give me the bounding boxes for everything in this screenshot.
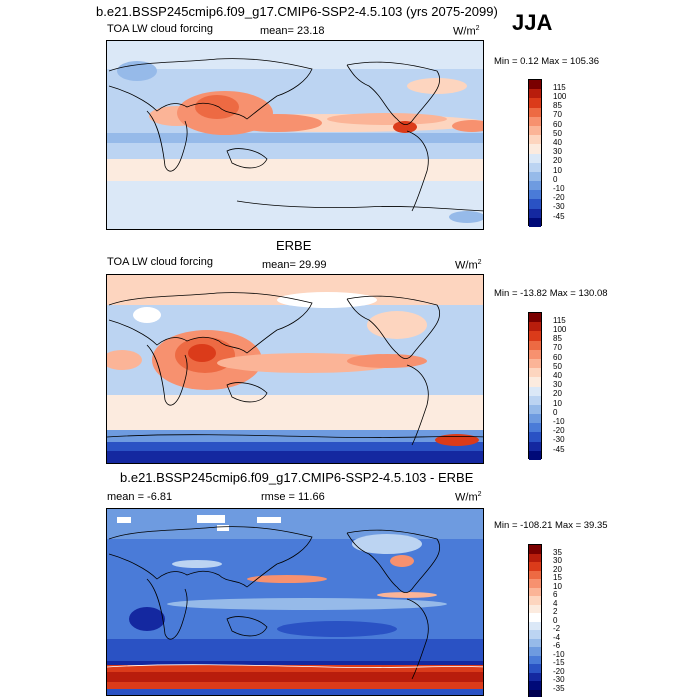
panel2-colorbar-tick: -20: [553, 426, 565, 435]
panel1-units: W/m2: [453, 25, 480, 38]
panel3-colorbar-tick: 10: [553, 582, 562, 591]
panel3-colorbar-tick: -4: [553, 633, 561, 642]
panel2-colorbar-tick: 60: [553, 353, 562, 362]
panel3-rmse-label: rmse = 11.66: [261, 491, 325, 503]
panel2-colorbar-tick: 85: [553, 334, 562, 343]
panel1-mean-label: mean= 23.18: [260, 25, 325, 37]
panel1-colorbar-tick: -45: [553, 212, 565, 221]
panel2-units: W/m2: [455, 259, 482, 272]
panel2-colorbar-tick: 10: [553, 399, 562, 408]
panel1-colorbar-tick: 50: [553, 129, 562, 138]
panel2-colorbar: [528, 312, 542, 460]
panel2-min-max: Min = -13.82 Max = 130.08: [494, 288, 608, 299]
panel3-colorbar-tick: 4: [553, 599, 558, 608]
panel3-min-max: Min = -108.21 Max = 39.35: [494, 520, 608, 531]
panel2-map: [106, 274, 484, 464]
panel3-colorbar-tick: -10: [553, 650, 565, 659]
panel3-colorbar-tick: 6: [553, 590, 558, 599]
panel3-colorbar-tick: -15: [553, 658, 565, 667]
panel3-colorbar-tick: 15: [553, 573, 562, 582]
panel1-variable-label: TOA LW cloud forcing: [107, 23, 213, 35]
panel2-title: ERBE: [276, 238, 312, 253]
panel1-map: [106, 40, 484, 230]
page-title: b.e21.BSSP245cmip6.f09_g17.CMIP6-SSP2-4.…: [96, 4, 498, 19]
panel1-colorbar-tick: 20: [553, 156, 562, 165]
panel2-variable-label: TOA LW cloud forcing: [107, 256, 213, 268]
panel2-colorbar-tick: 40: [553, 371, 562, 380]
panel1-colorbar-tick: 40: [553, 138, 562, 147]
panel3-colorbar-tick: 35: [553, 548, 562, 557]
panel1-colorbar-tick: 115: [553, 83, 566, 92]
panel3-units: W/m2: [455, 491, 482, 504]
panel1-min-max: Min = 0.12 Max = 105.36: [494, 56, 600, 67]
panel1-colorbar-tick: 100: [553, 92, 567, 101]
panel3-colorbar-tick: -35: [553, 684, 565, 693]
panel2-map-field: [107, 275, 483, 463]
panel3-mean-label: mean = -6.81: [107, 491, 173, 503]
panel3-colorbar-tick: -6: [553, 641, 561, 650]
panel3-colorbar-tick: 30: [553, 556, 562, 565]
panel2-colorbar-tick: 50: [553, 362, 562, 371]
panel3-title: b.e21.BSSP245cmip6.f09_g17.CMIP6-SSP2-4.…: [120, 470, 474, 485]
panel2-mean-label: mean= 29.99: [262, 259, 327, 271]
panel2-colorbar-tick: 100: [553, 325, 567, 334]
panel1-colorbar-tick: 0: [553, 175, 558, 184]
panel3-colorbar-tick: -30: [553, 675, 565, 684]
panel3-colorbar-tick: -2: [553, 624, 561, 633]
panel1-colorbar-tick: 30: [553, 147, 562, 156]
panel1-colorbar-tick: 10: [553, 166, 562, 175]
panel3-map: [106, 508, 484, 696]
panel3-colorbar-tick: 20: [553, 565, 562, 574]
panel1-colorbar-tick: 85: [553, 101, 562, 110]
panel1-colorbar-tick: 70: [553, 110, 562, 119]
panel3-colorbar-tick: 2: [553, 607, 558, 616]
panel2-colorbar-tick: 115: [553, 316, 566, 325]
panel2-colorbar-tick: 0: [553, 408, 558, 417]
season-label: JJA: [512, 10, 553, 35]
panel3-map-field: [107, 509, 483, 695]
panel3-colorbar-tick: 0: [553, 616, 558, 625]
panel1-colorbar-tick: -10: [553, 184, 565, 193]
panel1-colorbar-tick: 60: [553, 120, 562, 129]
panel1-colorbar-tick: -30: [553, 202, 565, 211]
panel2-colorbar-tick: 20: [553, 389, 562, 398]
panel1-colorbar-tick: -20: [553, 193, 565, 202]
panel1-colorbar: [528, 79, 542, 227]
panel2-colorbar-tick: 30: [553, 380, 562, 389]
panel2-colorbar-tick: -30: [553, 435, 565, 444]
panel2-colorbar-tick: -10: [553, 417, 565, 426]
panel2-colorbar-tick: -45: [553, 445, 565, 454]
panel2-colorbar-tick: 70: [553, 343, 562, 352]
panel3-colorbar: [528, 544, 542, 697]
panel3-colorbar-tick: -20: [553, 667, 565, 676]
panel1-map-field: [107, 41, 483, 229]
